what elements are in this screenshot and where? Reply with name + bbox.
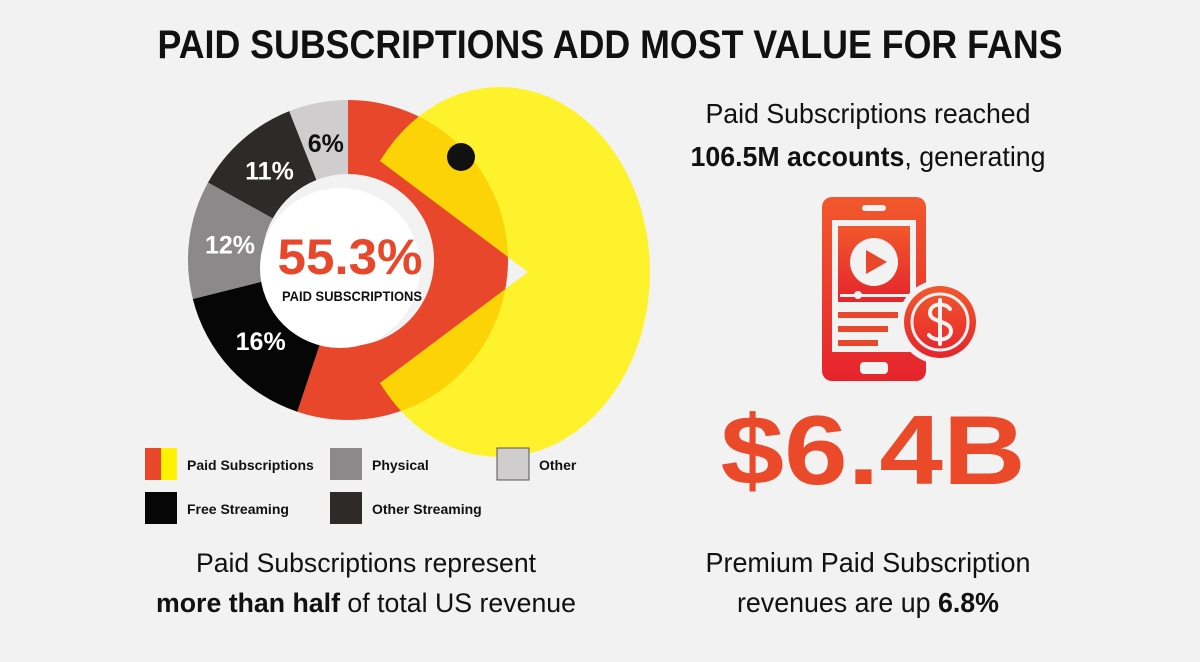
slice-label: 16% (236, 328, 286, 356)
legend: Paid Subscriptions Free Streaming Physical… (145, 447, 577, 524)
slice-label: 11% (245, 158, 294, 186)
right-line: revenues are up 6.8% (737, 587, 999, 618)
right-bold: 6.8% (938, 587, 999, 618)
right-text: , generating (904, 141, 1045, 172)
right-line: Premium Paid Subscription (706, 547, 1031, 578)
caption-bold: more than half (156, 588, 341, 618)
caption-line: Paid Subscriptions represent (196, 548, 536, 578)
right-text: revenues are up (737, 587, 938, 618)
legend-label: Other Streaming (372, 501, 482, 517)
pie-slice (208, 111, 317, 219)
legend-label: Paid Subscriptions (187, 457, 314, 473)
legend-swatch (496, 447, 530, 481)
legend-swatch (330, 492, 362, 524)
legend-swatch-overlay (161, 448, 177, 480)
donut-center: 55.3% PAID SUBSCRIPTIONS (260, 188, 423, 348)
caption-text: of total US revenue (340, 588, 576, 618)
right-line: 106.5M accounts, generating (691, 141, 1046, 172)
pie-slice (187, 182, 273, 299)
donut-hole (260, 188, 420, 348)
center-label: PAID SUBSCRIPTIONS (282, 288, 422, 304)
right-bold: 106.5M accounts (691, 141, 905, 172)
legend-label: Free Streaming (187, 501, 289, 517)
slice-label: 12% (205, 232, 255, 260)
center-value: 55.3% (278, 229, 423, 285)
pie-slice (289, 100, 348, 181)
phone-icon (822, 197, 982, 381)
caption-line: more than half of total US revenue (156, 588, 576, 618)
title: PAID SUBSCRIPTIONS ADD MOST VALUE FOR FA… (158, 23, 1063, 67)
legend-label: Other (539, 457, 577, 473)
amount: $6.4B (721, 395, 1026, 505)
pie-slice (192, 280, 321, 412)
pacman-overlay (380, 87, 650, 458)
pacman-eye (447, 143, 475, 171)
legend-swatch (145, 492, 177, 524)
legend-label: Physical (372, 457, 429, 473)
legend-swatch (330, 448, 362, 480)
slice-label: 6% (308, 130, 344, 158)
right-line: Paid Subscriptions reached (706, 98, 1031, 129)
